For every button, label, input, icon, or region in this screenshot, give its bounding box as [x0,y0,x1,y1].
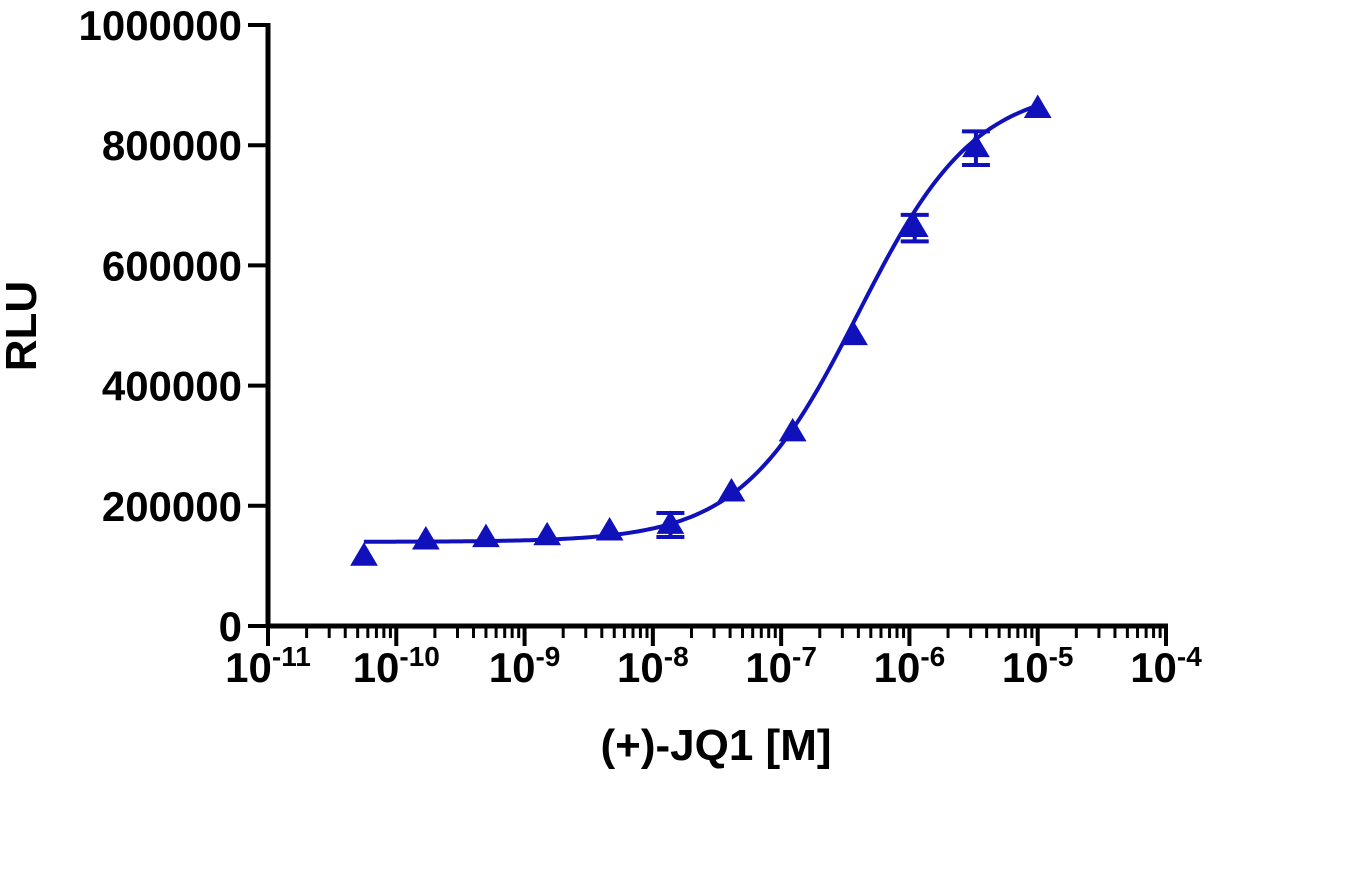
data-point [656,510,685,534]
x-tick-label: 10-8 [617,641,689,691]
data-point [411,526,440,550]
y-tick-label: 1000000 [78,2,242,49]
data-point [717,477,746,502]
x-tick-label: 10-6 [874,641,946,691]
fit-curve [363,103,1039,544]
data-point [900,213,929,237]
data-point [533,521,562,546]
data-point [962,133,990,158]
x-tick-label: 10-5 [1002,641,1074,691]
axes: 0 200000 400000 600000 800000 1000000 10-11 10-… [78,2,1202,691]
data-point [595,517,624,541]
data-point [350,542,378,566]
x-axis-label: (+)-JQ1 [M] [601,721,832,770]
data-point [778,417,807,442]
x-tick-label: 10-11 [225,641,311,691]
data-point [840,321,868,346]
y-tick-label: 600000 [102,242,242,289]
data-point [472,523,500,548]
x-tick-label: 10-10 [353,641,440,691]
y-tick-label: 0 [219,603,242,650]
y-tick-label: 800000 [102,122,242,169]
data-point [1023,94,1052,118]
fit-curve-layer [363,103,1039,544]
data-points-layer [350,94,1052,566]
x-tick-label: 10-4 [1130,641,1202,691]
y-tick-label: 200000 [102,483,242,530]
y-axis-label: RLU [0,281,46,371]
x-tick-label: 10-7 [745,641,817,691]
x-tick-label: 10-9 [489,641,561,691]
y-tick-label: 400000 [102,363,242,410]
